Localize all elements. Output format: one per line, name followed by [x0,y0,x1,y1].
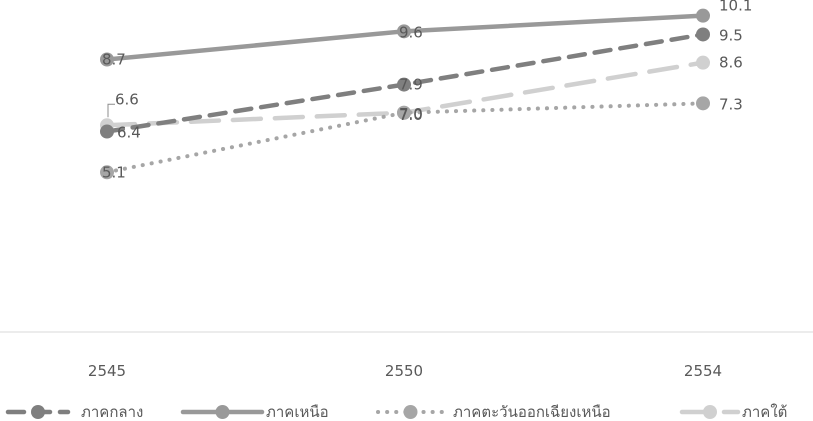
data-label-1-2: 10.1 [719,0,752,15]
data-label-2-0: 5.1 [102,163,126,181]
data-point-3-2 [696,55,710,70]
x-tick-label: 2554 [684,362,722,380]
data-label-3-2: 8.6 [719,54,743,72]
data-point-2-2 [696,96,710,111]
data-point-1-2 [696,8,710,23]
legend-label: ภาคตะวันออกเฉียงเหนือ [453,403,611,421]
data-label-2-2: 7.3 [719,95,743,113]
legend-item-3: ภาคใต้ [679,403,787,421]
legend-label: ภาคกลาง [81,403,143,421]
data-point-0-2 [696,27,710,42]
data-label-0-0: 6.4 [117,124,141,142]
x-tick-label: 2545 [88,362,126,380]
legend-item-1: ภาคเหนือ [180,403,329,421]
data-point-0-1 [397,77,411,92]
legend-swatch-marker [403,405,418,419]
x-tick-labels: 2545 2550 2554 [88,362,722,380]
legend-swatch-marker [31,405,45,419]
legend-item-0: ภาคกลาง [5,403,143,421]
data-point-1-0 [100,52,114,67]
data-label-1-1: 9.6 [399,23,423,41]
legend-item-2: ภาคตะวันออกเฉียงเหนือ [376,403,611,421]
data-label-0-2: 9.5 [719,26,743,44]
data-point-1-1 [397,24,411,39]
data-label-1-0: 8.7 [102,51,126,69]
data-label-3-0: 6.6 [115,90,139,108]
legend-label: ภาคใต้ [742,403,787,421]
legend-swatch-marker [703,405,717,419]
legend: ภาคกลาง ภาคเหนือ ภาคตะวันออกเฉียงเหนือ ภาคใ… [5,403,787,421]
x-tick-label: 2550 [385,362,423,380]
legend-label: ภาคเหนือ [266,403,329,421]
legend-swatch-marker [215,405,230,419]
label-leader-line [107,103,115,118]
data-point-0-0 [100,124,114,139]
data-point-2-1 [397,105,411,120]
data-label-2-1: 7.0 [399,105,423,123]
data-point-2-0 [100,165,114,180]
series-line-2 [105,101,705,175]
data-label-0-1: 7.9 [399,76,423,94]
data-label-3-1: 7.0 [399,106,423,124]
series-layer: 6.47.99.58.79.610.15.17.07.36.67.08.6 [100,0,752,181]
